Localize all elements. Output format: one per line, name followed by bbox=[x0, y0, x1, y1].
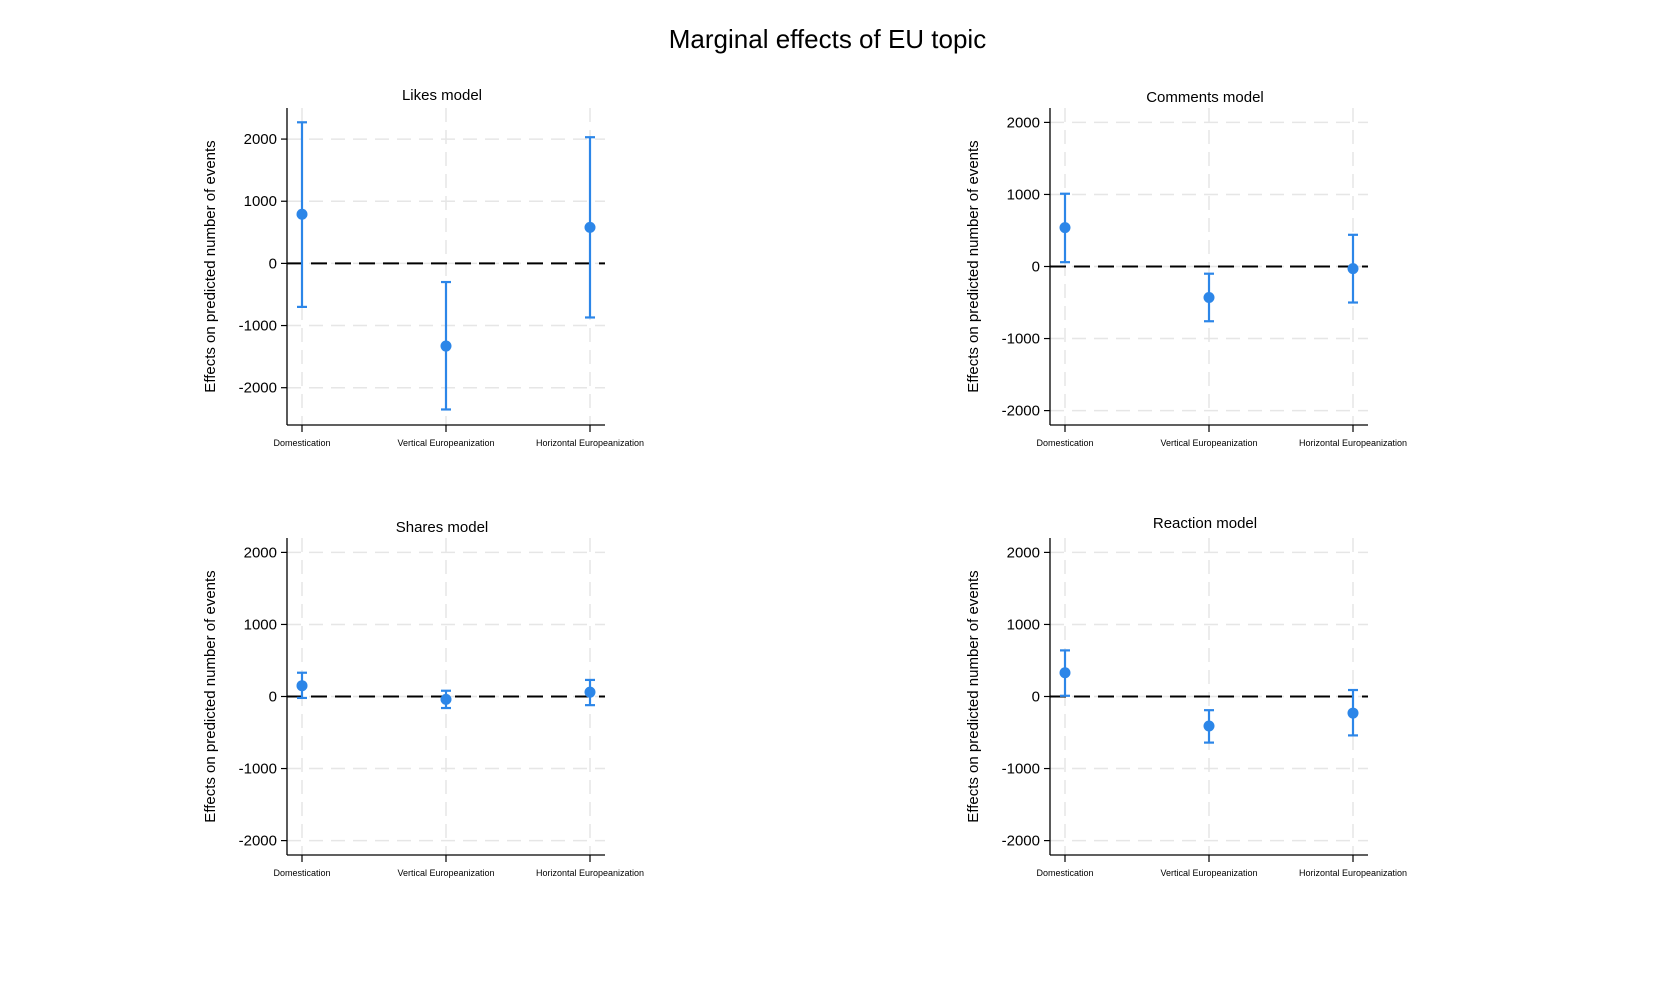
point-estimate bbox=[584, 221, 596, 233]
y-tick-label: -1000 bbox=[1002, 331, 1040, 348]
point-estimate bbox=[440, 693, 452, 705]
y-tick-label: -2000 bbox=[239, 833, 277, 850]
x-tick-label: Vertical Europeanization bbox=[397, 868, 494, 878]
y-axis-label: Effects on predicted number of events bbox=[202, 570, 219, 822]
x-tick-label: Vertical Europeanization bbox=[1160, 438, 1257, 448]
x-tick-label: Domestication bbox=[273, 868, 330, 878]
y-tick-label: -1000 bbox=[239, 318, 277, 335]
x-tick-label: Horizontal Europeanization bbox=[1299, 438, 1407, 448]
y-tick-label: -2000 bbox=[239, 380, 277, 397]
figure-title: Marginal effects of EU topic bbox=[668, 24, 987, 54]
panel-title: Reaction model bbox=[1153, 515, 1257, 532]
point-estimate bbox=[1203, 720, 1215, 732]
y-tick-label: -2000 bbox=[1002, 403, 1040, 420]
x-tick-label: Horizontal Europeanization bbox=[1299, 868, 1407, 878]
x-tick-label: Horizontal Europeanization bbox=[536, 438, 644, 448]
comments-model-panel: Comments model -2000 -1000 0 1000 2000 Domesti… bbox=[965, 89, 1407, 448]
likes-model-panel: Likes model -2000 -1000 0 1000 2000 Domesticat… bbox=[202, 87, 644, 448]
y-tick-label: 0 bbox=[1032, 259, 1040, 276]
y-axis-label: Effects on predicted number of events bbox=[965, 140, 982, 392]
point-estimate bbox=[1059, 667, 1071, 679]
y-tick-label: 1000 bbox=[244, 616, 277, 633]
y-tick-label: -1000 bbox=[1002, 761, 1040, 778]
x-tick-label: Horizontal Europeanization bbox=[536, 868, 644, 878]
y-tick-label: 2000 bbox=[244, 131, 277, 148]
point-estimate bbox=[1059, 222, 1071, 234]
y-tick-label: 0 bbox=[269, 255, 277, 272]
x-tick-label: Vertical Europeanization bbox=[1160, 868, 1257, 878]
point-estimate bbox=[296, 680, 308, 692]
y-tick-label: -1000 bbox=[239, 761, 277, 778]
y-tick-label: 1000 bbox=[1007, 186, 1040, 203]
panel-title: Comments model bbox=[1146, 89, 1264, 106]
x-tick-label: Vertical Europeanization bbox=[397, 438, 494, 448]
y-tick-label: 1000 bbox=[1007, 616, 1040, 633]
shares-model-panel: Shares model -2000 -1000 0 1000 2000 Domestica… bbox=[202, 519, 644, 878]
point-estimate bbox=[584, 686, 596, 698]
x-tick-label: Domestication bbox=[1036, 868, 1093, 878]
point-estimate bbox=[296, 208, 308, 220]
point-estimate bbox=[1347, 707, 1359, 719]
x-tick-label: Domestication bbox=[1036, 438, 1093, 448]
point-estimate bbox=[1203, 291, 1215, 303]
y-tick-label: 2000 bbox=[244, 544, 277, 561]
panel-title: Shares model bbox=[396, 519, 489, 536]
point-estimate bbox=[440, 340, 452, 352]
x-tick-label: Domestication bbox=[273, 438, 330, 448]
y-axis-label: Effects on predicted number of events bbox=[202, 140, 219, 392]
y-tick-label: -2000 bbox=[1002, 833, 1040, 850]
point-estimate bbox=[1347, 263, 1359, 275]
y-tick-label: 2000 bbox=[1007, 114, 1040, 131]
y-tick-label: 0 bbox=[1032, 689, 1040, 706]
y-tick-label: 0 bbox=[269, 689, 277, 706]
panel-title: Likes model bbox=[402, 87, 482, 104]
reaction-model-panel: Reaction model -2000 -1000 0 1000 2000 Domesti… bbox=[965, 515, 1407, 878]
y-axis-label: Effects on predicted number of events bbox=[965, 570, 982, 822]
y-tick-label: 1000 bbox=[244, 193, 277, 210]
y-tick-label: 2000 bbox=[1007, 544, 1040, 561]
